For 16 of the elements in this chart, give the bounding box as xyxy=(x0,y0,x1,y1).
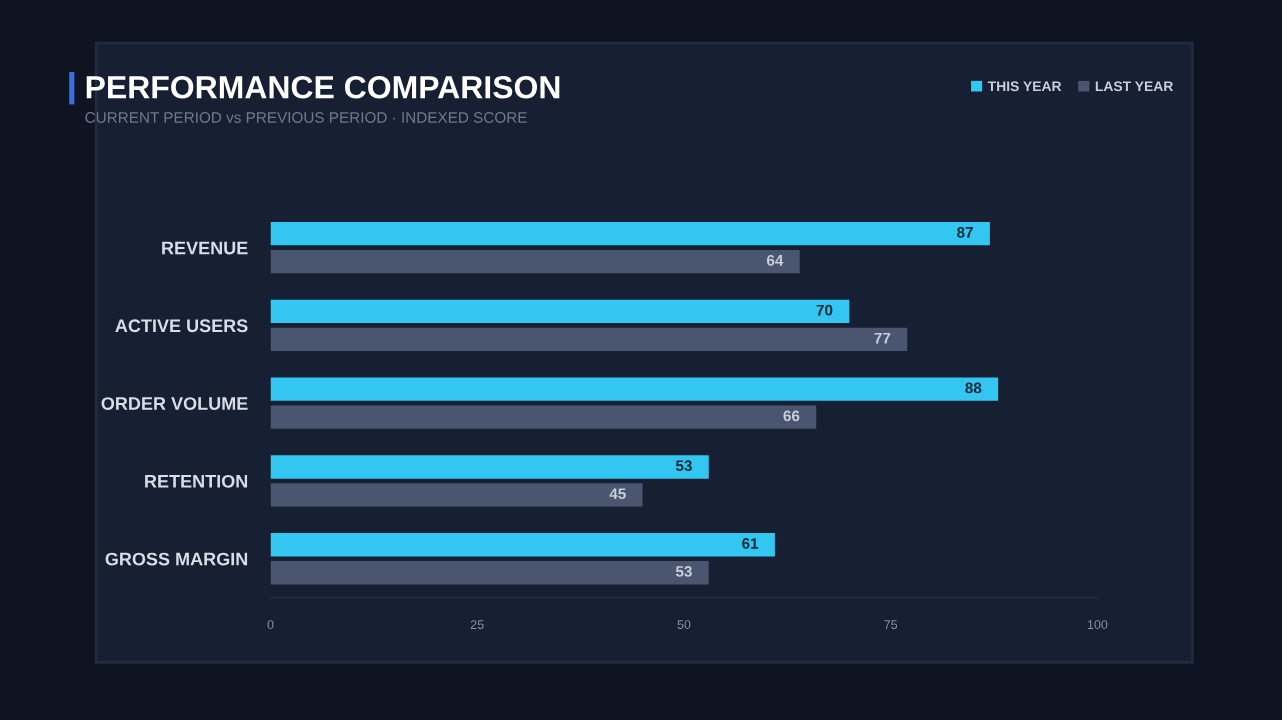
bar xyxy=(270,483,643,507)
bar xyxy=(270,222,990,246)
bar xyxy=(270,299,850,324)
y-tick-label: RETENTION xyxy=(145,474,248,488)
bar xyxy=(270,455,709,479)
bar xyxy=(270,405,817,429)
bar xyxy=(270,561,709,585)
bar xyxy=(270,533,775,557)
y-tick-label: REVENUE xyxy=(162,241,248,255)
y-tick-label: ACTIVE USERS xyxy=(115,319,248,333)
y-tick-label: GROSS MARGIN xyxy=(105,552,248,566)
bar xyxy=(270,250,800,274)
chart-title: PERFORMANCE COMPARISON xyxy=(86,75,560,99)
y-tick-label: ORDER VOLUME xyxy=(101,397,248,410)
bar xyxy=(270,327,908,352)
bar xyxy=(270,377,999,401)
